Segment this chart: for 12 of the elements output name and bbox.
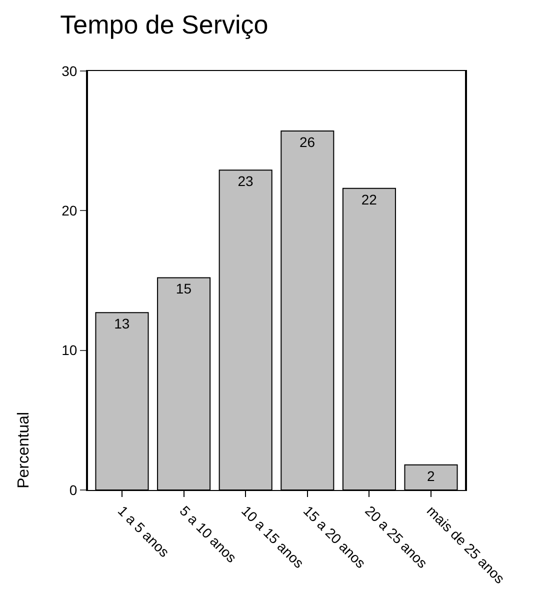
y-axis-title: Percentual <box>15 412 32 488</box>
y-tick-label: 0 <box>69 482 78 498</box>
chart-title: Tempo de Serviço <box>60 9 268 40</box>
data-label: 22 <box>361 191 378 208</box>
data-label: 23 <box>238 173 254 190</box>
data-label: 2 <box>427 468 436 484</box>
data-label: 13 <box>114 316 130 332</box>
y-tick-label: 30 <box>62 62 78 79</box>
y-tick-label: 10 <box>62 342 78 358</box>
data-label: 26 <box>300 134 316 150</box>
y-tick-label: 20 <box>62 202 78 219</box>
data-label: 15 <box>176 280 192 297</box>
